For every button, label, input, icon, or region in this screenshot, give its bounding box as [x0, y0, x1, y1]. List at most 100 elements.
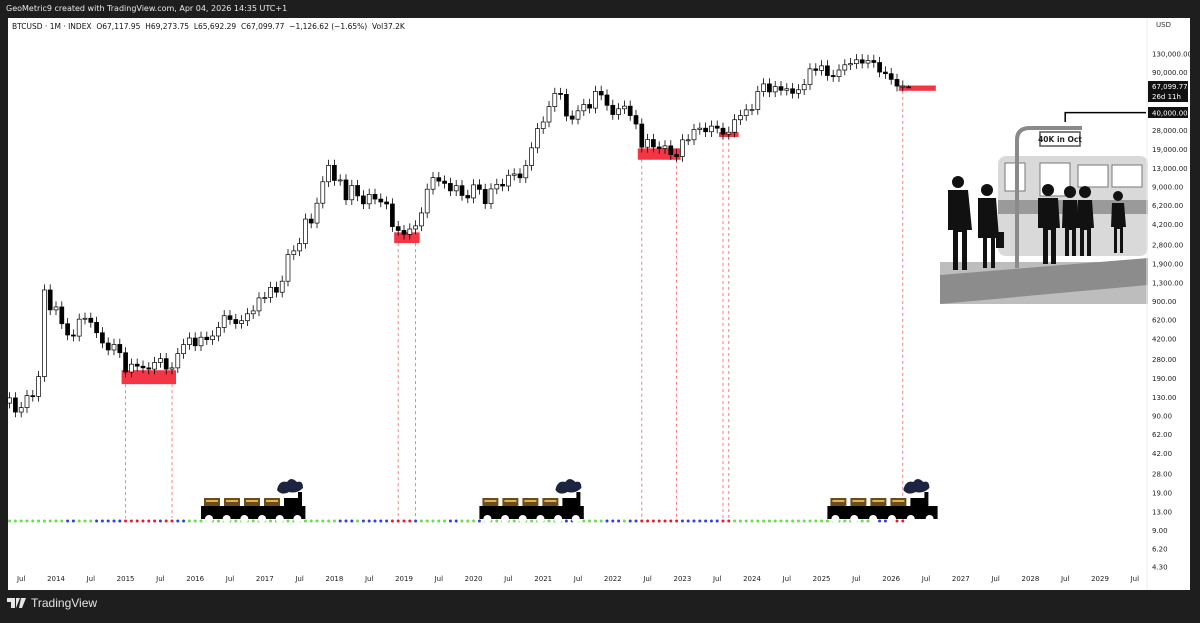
candle-body [187, 337, 192, 345]
month-signal-dot [361, 519, 365, 523]
candle [685, 134, 691, 146]
candle-body [593, 91, 598, 109]
candle [506, 169, 511, 192]
candle-body [262, 297, 268, 299]
candle [796, 84, 801, 99]
candle [471, 179, 476, 204]
candle-body [129, 363, 134, 373]
locomotive-smoke [555, 479, 582, 494]
candle-body [877, 62, 882, 73]
month-signal-dot [773, 519, 777, 523]
locomotive [562, 492, 581, 506]
month-signal-dot [315, 519, 319, 523]
candle [210, 330, 215, 345]
candle-body [517, 173, 523, 179]
candle-body [169, 367, 175, 370]
candle-body [42, 289, 47, 377]
candle [883, 66, 888, 79]
candle-body [279, 280, 285, 293]
candle-body [303, 218, 308, 244]
candle [448, 177, 453, 197]
candle-body [453, 185, 459, 192]
month-signal-dot [425, 519, 429, 523]
candle-body [685, 139, 691, 142]
month-signal-dot [785, 519, 789, 523]
candle-body [883, 71, 888, 75]
candle [442, 175, 447, 189]
candle [372, 188, 378, 205]
candle [680, 134, 685, 162]
price-axis-label: 190.00 [1152, 375, 1177, 383]
candle [801, 78, 807, 96]
candle-body [680, 139, 685, 157]
candle-body [407, 228, 413, 235]
price-axis-label: 13,000.00 [1152, 165, 1188, 173]
month-signal-dot [100, 519, 104, 523]
month-signal-dot [437, 519, 441, 523]
candle [111, 338, 117, 356]
time-axis-label: 2023 [673, 575, 691, 583]
month-signal-dot [431, 519, 435, 523]
candle-body [668, 145, 674, 156]
candle [511, 168, 517, 181]
candle [71, 329, 76, 342]
month-signal-dot [327, 519, 331, 523]
candle [500, 178, 505, 192]
candle [865, 54, 871, 69]
month-signal-dot [77, 519, 81, 523]
month-signal-dot [414, 519, 418, 523]
price-axis-label: 280.00 [1152, 356, 1177, 364]
price-axis-label: 900.00 [1152, 298, 1177, 306]
candle [627, 100, 633, 121]
candle-body [239, 320, 244, 324]
candle-body [598, 91, 604, 96]
symbol-label: BTCUSD · 1M · INDEX [12, 22, 92, 31]
time-axis-label: 2021 [534, 575, 552, 583]
candle-body [540, 121, 546, 129]
candle-body [314, 202, 320, 224]
candle-body [575, 110, 581, 120]
candle-body [175, 353, 181, 369]
time-axis-label: Jul [364, 575, 374, 583]
candle [395, 220, 401, 236]
candle [732, 114, 737, 138]
month-signal-dot [454, 519, 458, 523]
candle [297, 237, 302, 257]
time-axis-label: 2027 [952, 575, 970, 583]
candle-body [390, 203, 395, 227]
candle-body [830, 75, 836, 77]
time-axis-label: 2024 [743, 575, 761, 583]
candle-body [743, 109, 749, 116]
candle [558, 87, 563, 100]
candle-body [842, 64, 848, 71]
svg-text:USD: USD [1156, 21, 1171, 29]
candle-body [726, 131, 732, 135]
candle [465, 189, 471, 204]
candle-body [848, 63, 853, 66]
candle-body [622, 105, 627, 110]
candle-body [645, 139, 650, 148]
target-price-value: 40,000.00 [1152, 110, 1188, 118]
month-signal-dot [605, 519, 609, 523]
candle [378, 193, 384, 208]
candle-body [674, 154, 679, 157]
tradingview-logo[interactable]: TradingView [7, 596, 97, 610]
candle-body [691, 129, 697, 141]
candle [227, 310, 233, 325]
month-signal-dot [118, 519, 122, 523]
candle [314, 197, 320, 229]
month-signal-dot [385, 519, 389, 523]
candle-body [361, 195, 366, 205]
candle [720, 122, 726, 140]
candle-body [604, 94, 610, 106]
credit-bar: GeoMetric9 created with TradingView.com,… [0, 0, 1200, 18]
highlight-zone [637, 148, 681, 160]
train-wheel-arch [222, 515, 231, 523]
candle-body [656, 146, 662, 149]
candle [343, 174, 349, 206]
candle [221, 310, 227, 333]
footer-bar [0, 590, 1200, 623]
candle [604, 89, 610, 111]
candle-body [772, 86, 778, 93]
